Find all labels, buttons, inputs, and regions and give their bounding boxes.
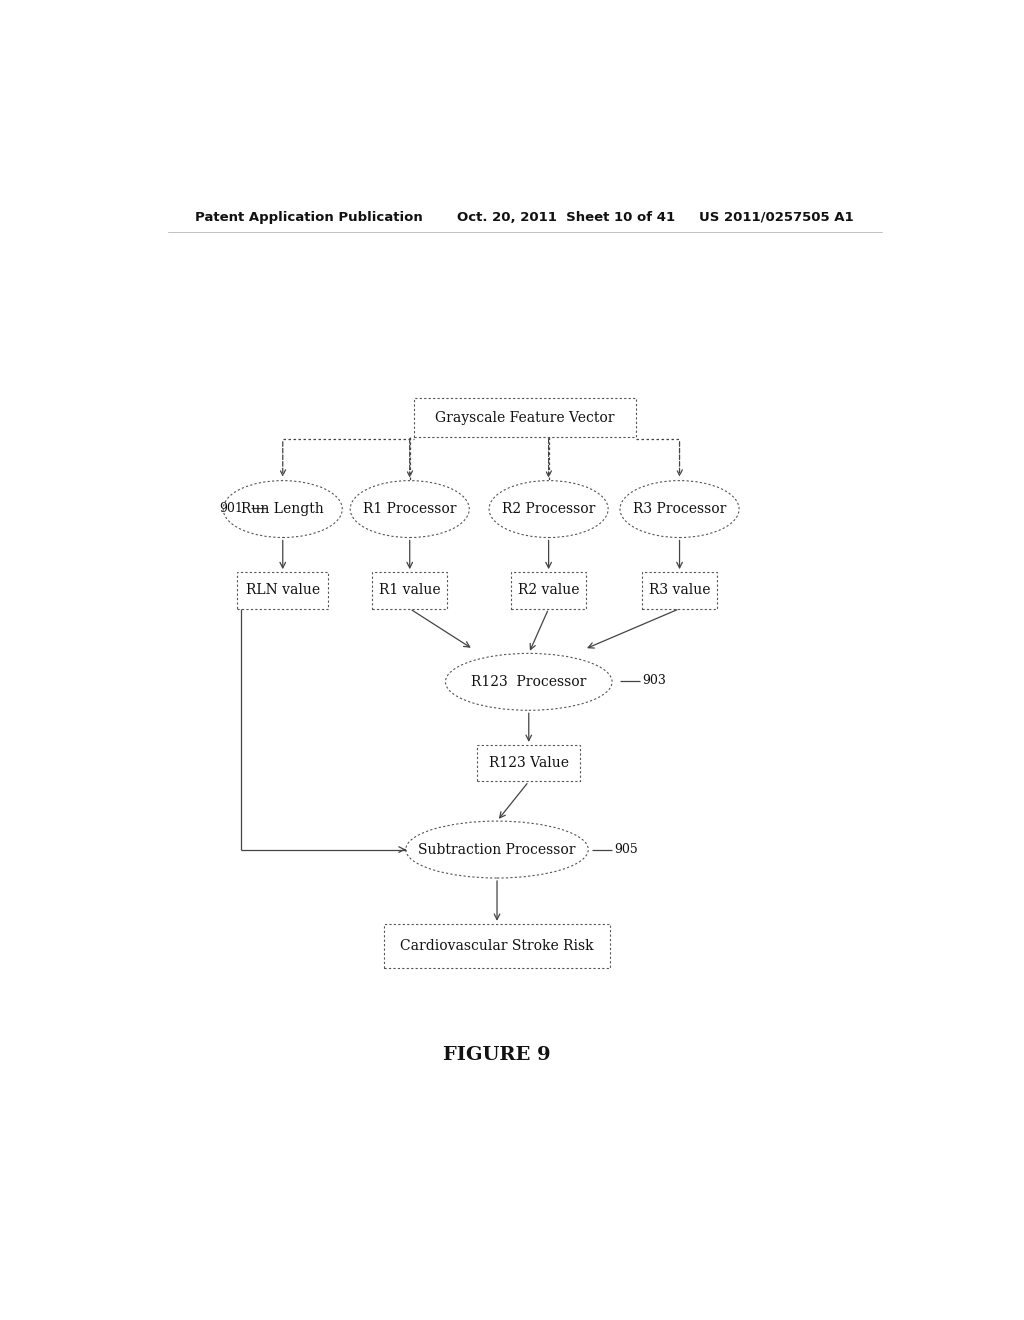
Text: Oct. 20, 2011  Sheet 10 of 41: Oct. 20, 2011 Sheet 10 of 41	[458, 211, 676, 224]
FancyBboxPatch shape	[642, 572, 717, 609]
FancyBboxPatch shape	[372, 572, 447, 609]
FancyBboxPatch shape	[511, 572, 587, 609]
Text: R1 value: R1 value	[379, 583, 440, 598]
Text: R3 value: R3 value	[649, 583, 711, 598]
Ellipse shape	[489, 480, 608, 537]
Ellipse shape	[350, 480, 469, 537]
Text: R123  Processor: R123 Processor	[471, 675, 587, 689]
FancyBboxPatch shape	[238, 572, 329, 609]
Text: FIGURE 9: FIGURE 9	[443, 1045, 551, 1064]
FancyBboxPatch shape	[384, 924, 610, 969]
Ellipse shape	[406, 821, 588, 878]
Text: Patent Application Publication: Patent Application Publication	[196, 211, 423, 224]
Text: Grayscale Feature Vector: Grayscale Feature Vector	[435, 411, 614, 425]
Text: R3 Processor: R3 Processor	[633, 502, 726, 516]
Text: Run Length: Run Length	[242, 502, 325, 516]
Text: R2 Processor: R2 Processor	[502, 502, 595, 516]
Text: US 2011/0257505 A1: US 2011/0257505 A1	[699, 211, 854, 224]
Text: Cardiovascular Stroke Risk: Cardiovascular Stroke Risk	[400, 939, 594, 953]
Ellipse shape	[621, 480, 739, 537]
Text: R2 value: R2 value	[518, 583, 580, 598]
Text: RLN value: RLN value	[246, 583, 319, 598]
Text: 903: 903	[642, 675, 667, 688]
Text: 901: 901	[219, 502, 243, 515]
Ellipse shape	[223, 480, 342, 537]
Ellipse shape	[445, 653, 612, 710]
Text: Subtraction Processor: Subtraction Processor	[418, 842, 575, 857]
Text: 905: 905	[614, 843, 638, 857]
FancyBboxPatch shape	[477, 744, 581, 781]
FancyBboxPatch shape	[414, 399, 636, 437]
Text: R1 Processor: R1 Processor	[362, 502, 457, 516]
Text: R123 Value: R123 Value	[488, 756, 568, 770]
